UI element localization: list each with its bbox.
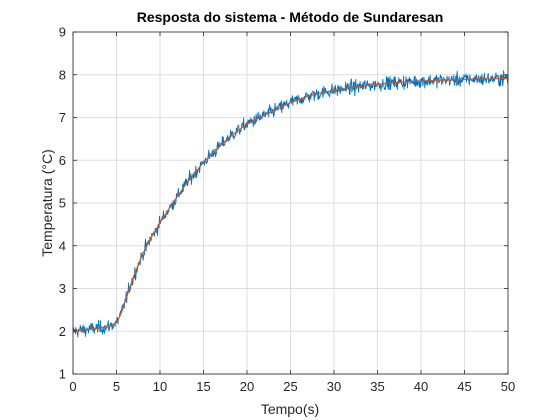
y-tick-label: 1 (59, 367, 66, 382)
series-line-measured (72, 70, 509, 338)
x-tick-label: 15 (196, 379, 210, 394)
y-tick-label: 8 (59, 67, 66, 82)
series-group (72, 70, 509, 338)
y-tick-label: 4 (59, 238, 66, 253)
x-tick-label: 30 (327, 379, 341, 394)
y-tick-label: 3 (59, 281, 66, 296)
y-tick-label: 6 (59, 153, 66, 168)
axis-ticks (72, 31, 509, 375)
x-tick-label: 35 (370, 379, 384, 394)
x-tick-label: 45 (457, 379, 471, 394)
x-tick-label: 10 (153, 379, 167, 394)
y-tick-label: 9 (59, 25, 66, 40)
x-tick-label: 20 (240, 379, 254, 394)
y-tick-label: 2 (59, 324, 66, 339)
y-axis-label: Temperatura (°C) (39, 149, 55, 257)
y-tick-label: 7 (59, 110, 66, 125)
series-line-model (72, 77, 509, 332)
x-axis-label: Tempo(s) (261, 401, 319, 417)
x-tick-label: 50 (501, 379, 515, 394)
chart-title: Resposta do sistema - Método de Sundares… (137, 9, 444, 25)
x-tick-label: 5 (113, 379, 120, 394)
x-tick-label: 25 (283, 379, 297, 394)
y-tick-label: 5 (59, 196, 66, 211)
x-tick-label: 40 (414, 379, 428, 394)
x-tick-label: 0 (69, 379, 76, 394)
